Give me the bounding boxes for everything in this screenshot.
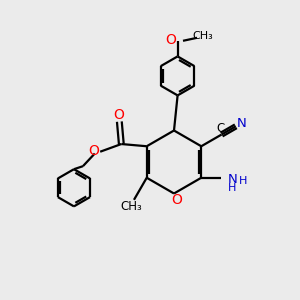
Text: CH₃: CH₃ (192, 31, 213, 41)
Text: C: C (216, 122, 224, 135)
Text: O: O (166, 33, 176, 47)
Text: N: N (228, 173, 237, 186)
Text: H: H (228, 183, 237, 193)
Text: N: N (236, 117, 246, 130)
Text: O: O (113, 108, 124, 122)
Text: O: O (171, 193, 182, 207)
Text: H: H (239, 176, 248, 186)
Text: O: O (88, 144, 99, 158)
Text: CH₃: CH₃ (121, 200, 142, 213)
